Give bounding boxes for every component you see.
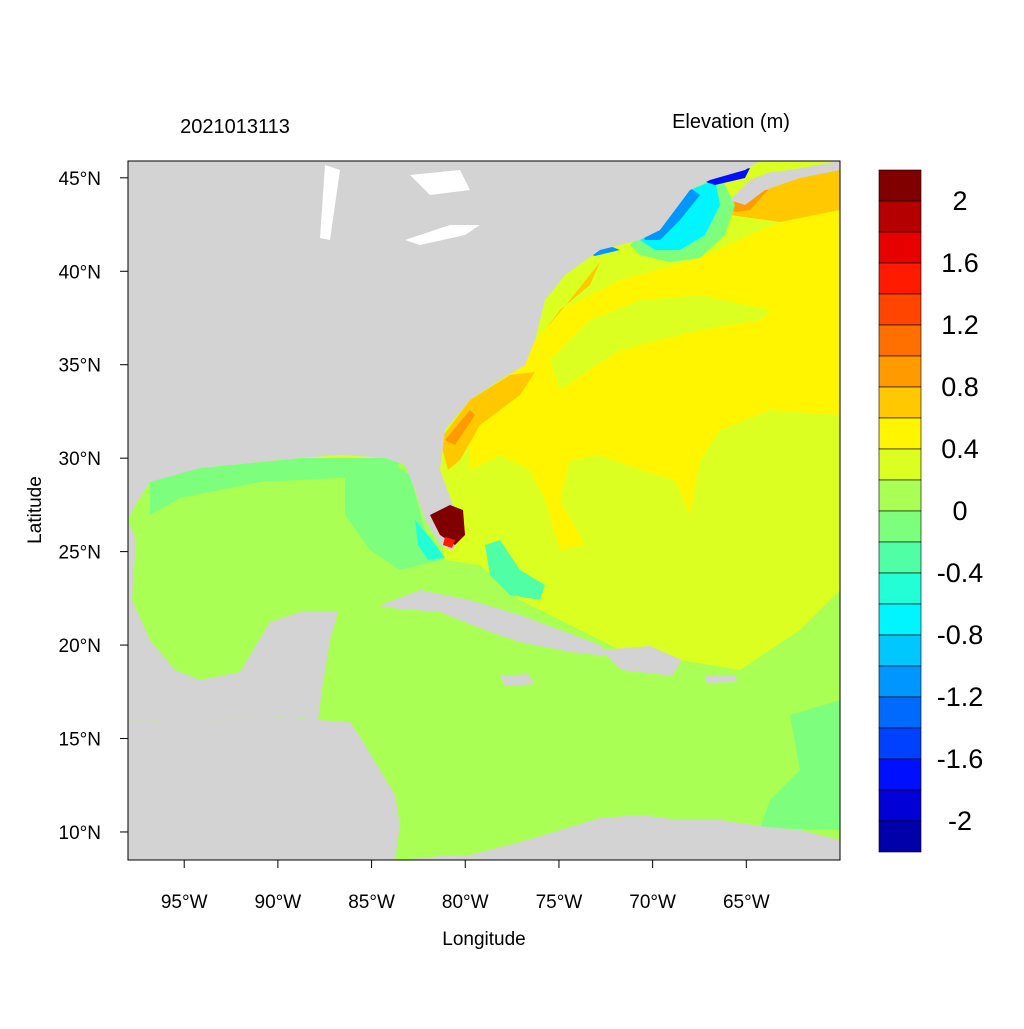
x-axis-ticks: 95°W 90°W 85°W 80°W 75°W 70°W 65°W: [161, 860, 770, 913]
y-tick-label: 45°N: [59, 169, 101, 190]
colorbar-swatch: [878, 510, 922, 543]
colorbar-swatch: [878, 386, 922, 419]
land-central-america: [128, 715, 400, 860]
x-tick-label: 65°W: [723, 892, 770, 913]
florida-bay-surge: [443, 537, 455, 548]
x-tick-label: 85°W: [348, 892, 395, 913]
colorbar-swatch: [878, 262, 922, 295]
ocean-northern-gulf-band: [150, 458, 400, 515]
x-axis-label: Longitude: [442, 929, 525, 950]
ocean-sw-florida-cyan: [415, 520, 445, 560]
colorbar-swatch: [878, 634, 922, 667]
colorbar-label: 0: [952, 496, 967, 526]
map-plot-area: [128, 161, 840, 860]
colorbar-swatch: [878, 789, 922, 822]
variable-title: Elevation (m): [672, 111, 790, 133]
colorbar-swatch: [878, 665, 922, 698]
colorbar-label: 0.4: [941, 434, 979, 464]
y-axis-label: Latitude: [25, 476, 46, 544]
y-tick-label: 15°N: [59, 730, 101, 751]
ocean-elevation-0.2-0.4-band: [550, 295, 770, 390]
colorbar: 2 1.6 1.2 0.8 0.4 0 -0.4 -0.8 -1.2 -1.6 -2: [878, 169, 984, 853]
ocean-elevation-0.4-0.6: [470, 200, 840, 550]
x-tick-label: 95°W: [161, 892, 208, 913]
x-tick-label: 70°W: [629, 892, 676, 913]
ocean-east-caribbean: [760, 700, 840, 830]
colorbar-label: 1.6: [941, 248, 979, 278]
colorbar-swatch: [878, 417, 922, 450]
colorbar-swatch: [878, 355, 922, 388]
land-hispaniola: [600, 646, 682, 676]
colorbar-swatch: [878, 696, 922, 729]
ocean-elevation-minus-1.8: [700, 168, 750, 185]
y-tick-label: 30°N: [59, 449, 101, 470]
colorbar-label: 2: [952, 186, 967, 216]
ocean-elevation-0.6-0.8-carolinas: [440, 372, 535, 470]
colorbar-label: 0.8: [941, 372, 979, 402]
y-tick-label: 10°N: [59, 823, 101, 844]
y-tick-label: 40°N: [59, 262, 101, 283]
land-mexico: [128, 520, 338, 722]
land-masses: [128, 161, 840, 860]
ocean-elevation-0.6-0.8-midatlantic: [545, 262, 600, 330]
y-tick-label: 25°N: [59, 543, 101, 564]
land-puerto-rico: [705, 675, 737, 683]
colorbar-swatch: [878, 758, 922, 791]
colorbar-label: -1.2: [937, 682, 984, 712]
ocean-bahamas-banks: [485, 540, 545, 600]
y-tick-label: 20°N: [59, 636, 101, 657]
ocean-elevation-0.6-0.8-scotian: [725, 170, 840, 222]
colorbar-label: -0.4: [937, 558, 984, 588]
y-tick-label: 35°N: [59, 356, 101, 377]
land-north-america: [128, 161, 760, 550]
land-cuba: [378, 590, 608, 656]
land-south-america: [400, 815, 840, 860]
colorbar-label: -2: [948, 806, 972, 836]
colorbar-swatch: [878, 727, 922, 760]
x-tick-label: 90°W: [255, 892, 302, 913]
colorbar-swatch: [878, 541, 922, 574]
colorbar-swatch: [878, 200, 922, 233]
colorbar-swatch: [878, 572, 922, 605]
colorbar-label: -0.8: [937, 620, 984, 650]
south-florida-surge: [430, 505, 465, 545]
land-jamaica: [500, 674, 535, 686]
colorbar-swatch: [878, 820, 922, 853]
timestamp-title: 2021013113: [180, 116, 290, 138]
great-lakes: [320, 165, 480, 245]
colorbar-swatch: [878, 324, 922, 357]
land-nova-scotia: [730, 161, 840, 205]
colorbar-swatch: [878, 293, 922, 326]
colorbar-label: -1.6: [937, 744, 984, 774]
y-axis-ticks: 45°N 40°N 35°N 30°N 25°N 20°N 15°N 10°N: [59, 169, 128, 844]
ocean-west-florida-shelf: [345, 462, 440, 570]
x-tick-label: 80°W: [442, 892, 489, 913]
colorbar-swatch: [878, 169, 922, 202]
colorbar-swatch: [878, 603, 922, 636]
ocean-elevation-0.8-1.0-georgia: [445, 410, 475, 445]
map-frame: [127, 160, 841, 861]
colorbar-label: 1.2: [941, 310, 979, 340]
colorbar-swatch: [878, 479, 922, 512]
colorbar-swatch: [878, 448, 922, 481]
colorbar-swatch: [878, 231, 922, 264]
x-tick-label: 75°W: [536, 892, 583, 913]
